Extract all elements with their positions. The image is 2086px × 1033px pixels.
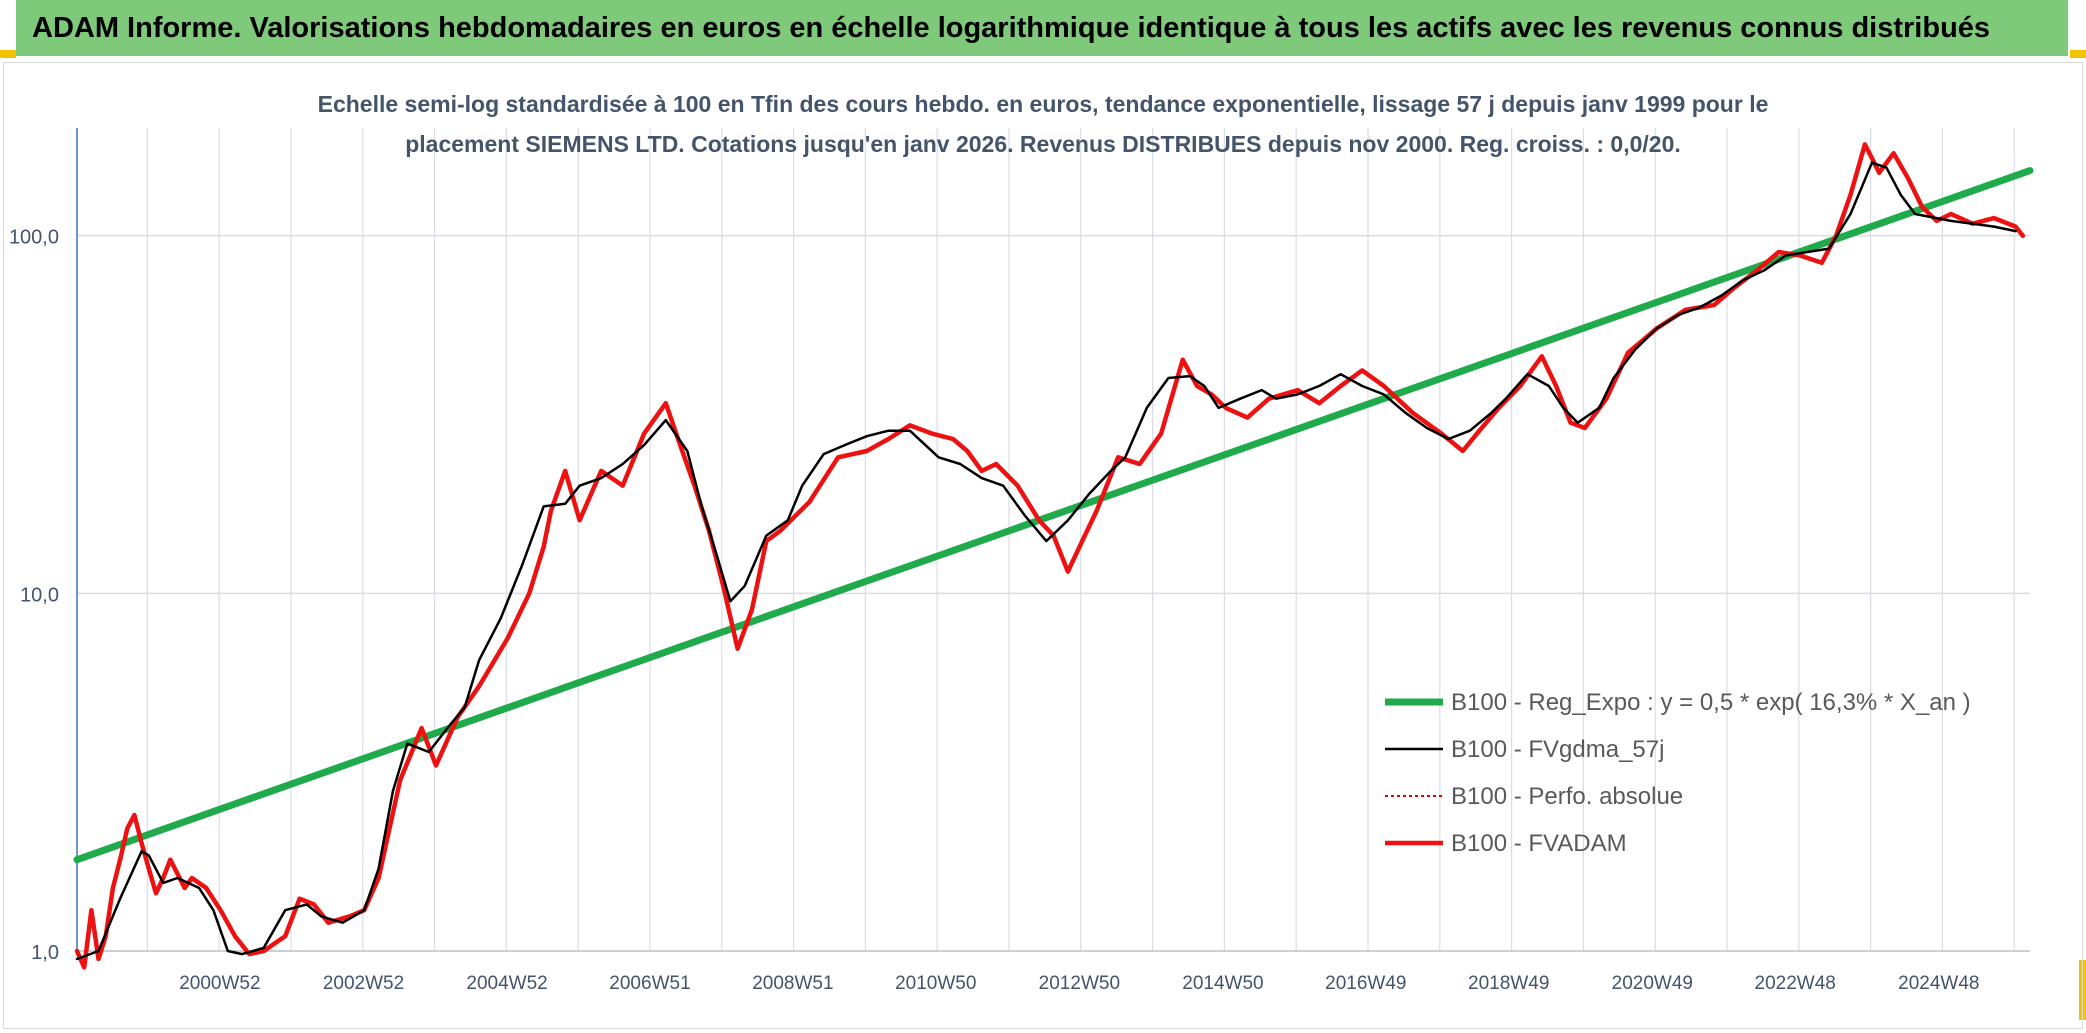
x-tick-label: 2018W49 [1468,973,1549,994]
report-title: ADAM Informe. Valorisations hebdomadaire… [32,11,1991,44]
x-tick-label: 2012W50 [1039,973,1120,994]
y-axis: 1,0 10,0 100,0 [9,227,59,964]
x-tick-label: 2002W52 [323,973,404,994]
x-axis: 2000W52 2002W52 2004W52 2006W51 2008W51 2010W… [179,973,1979,994]
x-tick-label: 2006W51 [609,973,690,994]
corner-marker-top-right [2070,50,2086,58]
x-tick-label: 2000W52 [179,973,260,994]
legend-label-fvadam: B100 - FVADAM [1451,830,1627,857]
y-tick-label: 1,0 [31,942,59,964]
corner-marker-top-left [0,50,16,58]
x-tick-label: 2004W52 [466,973,547,994]
series-line-trend [73,167,2034,864]
series-line-fvgdma [75,161,2017,961]
report-banner: ADAM Informe. Valorisations hebdomadaire… [16,0,2068,56]
legend: B100 - Reg_Expo : y = 0,5 * exp( 16,3% *… [1385,689,1971,857]
x-tick-label: 2014W50 [1182,973,1263,994]
x-tick-label: 2010W50 [895,973,976,994]
chart-title-line-2: placement SIEMENS LTD. Cotations jusqu'e… [405,131,1681,157]
chart-frame [3,62,2083,1029]
x-tick-label: 2020W49 [1612,973,1693,994]
series-layer [73,142,2034,970]
x-tick-label: 2008W51 [752,973,833,994]
y-tick-label: 100,0 [9,227,59,249]
legend-label-fvgdma: B100 - FVgdma_57j [1451,736,1664,763]
y-tick-label: 10,0 [20,584,59,606]
legend-label-trend: B100 - Reg_Expo : y = 0,5 * exp( 16,3% *… [1451,689,1971,716]
x-tick-label: 2022W48 [1755,973,1836,994]
chart-title-line-1: Echelle semi-log standardisée à 100 en T… [318,91,1769,117]
x-tick-label: 2024W48 [1898,973,1979,994]
x-tick-label: 2016W49 [1325,973,1406,994]
legend-label-perfo: B100 - Perfo. absolue [1451,783,1683,810]
chart-title: Echelle semi-log standardisée à 100 en T… [318,91,1769,157]
grid-layer [76,128,2030,952]
series-line-fvadam [74,142,2026,970]
